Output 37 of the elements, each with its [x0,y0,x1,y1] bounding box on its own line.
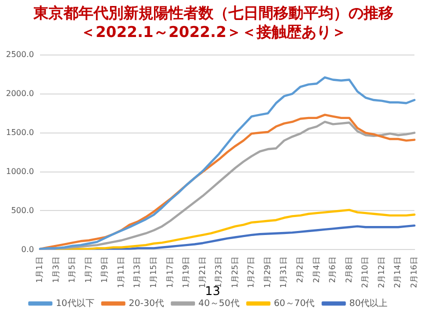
x-tick-label: 1月5日 [68,256,77,283]
x-tick-label: 1月23日 [214,256,224,288]
x-tick-label: 1月3日 [51,256,60,283]
x-tick-label: 1月31日 [279,256,288,288]
legend-label: 80代以上 [349,298,388,309]
x-tick-label: 2月6日 [328,256,338,283]
y-tick-label: 2500.0 [6,50,34,59]
x-tick-label: 1月21日 [198,256,207,288]
x-tick-label: 1月11日 [116,256,126,288]
x-tick-label: 1月1日 [35,256,44,283]
y-tick-label: 500.0 [11,206,34,215]
x-tick-label: 1月7日 [84,256,93,283]
legend-label: 40～50代 [198,298,240,309]
y-tick-label: 2000.0 [6,88,34,98]
legend-label: 60～70代 [274,298,315,309]
y-tick-label: 0.0 [21,244,34,254]
legend-label: 10代以下 [56,298,94,309]
y-tick-label: 1500.0 [6,128,34,137]
x-tick-label: 1月29日 [262,256,272,288]
legend-label: 20-30代 [128,298,164,309]
x-tick-label: 1月13日 [132,256,142,288]
x-tick-label: 2月10日 [360,256,370,288]
x-tick-label: 1月9日 [100,256,110,283]
chart-subtitle: ＜2022.1～2022.2＞＜接触歴あり＞ [80,23,348,42]
x-tick-label: 1月15日 [149,256,158,288]
x-tick-label: 1月27日 [246,256,256,288]
x-tick-label: 2月16日 [409,256,418,288]
x-tick-label: 2月8日 [344,256,354,283]
x-tick-label: 2月2日 [296,256,305,283]
x-tick-label: 1月25日 [230,256,240,288]
x-tick-label: 1月19日 [182,256,191,288]
x-tick-label: 2月14日 [393,256,402,288]
x-tick-label: 2月12日 [376,256,386,288]
y-tick-label: 1000.0 [6,166,34,176]
x-tick-label: 1月17日 [165,256,174,288]
chart-title: 東京都年代別新規陽性者数（七日間移動平均）の推移 [32,4,394,23]
x-tick-label: 2月4日 [312,256,321,283]
